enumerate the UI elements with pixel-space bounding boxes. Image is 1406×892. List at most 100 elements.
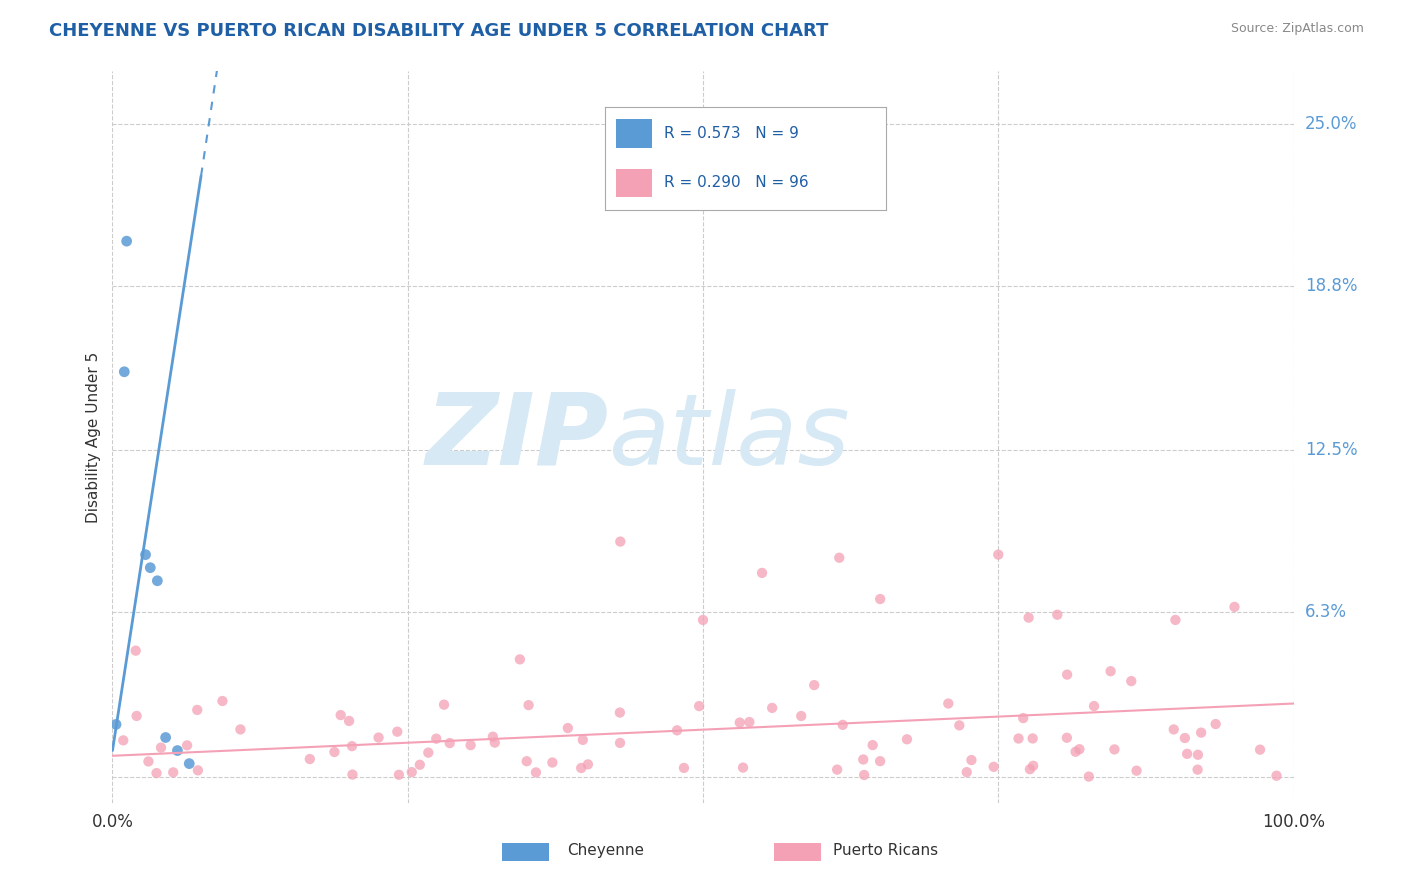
Point [790, 709, 813, 723]
Point [342, 767, 364, 781]
Point [666, 723, 689, 738]
Point [135, 548, 157, 562]
Point [1175, 747, 1198, 761]
Point [138, 755, 160, 769]
Point [853, 768, 876, 782]
Bar [616, 169, 652, 197]
Point [155, 731, 177, 745]
Point [831, 718, 853, 732]
Point [983, 760, 1005, 774]
Point [517, 698, 540, 712]
Point [1012, 711, 1035, 725]
Point [1104, 742, 1126, 756]
Point [179, 756, 201, 771]
Point [433, 698, 456, 712]
Text: Source: ZipAtlas.com: Source: ZipAtlas.com [1230, 22, 1364, 36]
Point [1022, 758, 1045, 772]
Point [176, 739, 198, 753]
Point [1223, 599, 1246, 614]
Point [987, 548, 1010, 562]
Point [852, 752, 875, 766]
Point [115, 234, 138, 248]
Point [211, 694, 233, 708]
Point [509, 652, 531, 666]
Point [162, 765, 184, 780]
Point [187, 764, 209, 778]
Point [869, 592, 891, 607]
Point [869, 754, 891, 768]
Point [728, 715, 751, 730]
Point [145, 766, 167, 780]
Point [803, 678, 825, 692]
Point [572, 732, 595, 747]
Point [609, 706, 631, 720]
Bar [616, 120, 652, 148]
Point [1064, 745, 1087, 759]
Point [1056, 731, 1078, 745]
Point [609, 534, 631, 549]
Point [329, 708, 352, 723]
Point [1125, 764, 1147, 778]
Point [125, 643, 148, 657]
Point [731, 761, 754, 775]
Point [557, 721, 579, 735]
Point [425, 731, 447, 746]
Point [401, 765, 423, 780]
Point [340, 739, 363, 753]
Point [1265, 769, 1288, 783]
Point [960, 753, 983, 767]
Point [896, 732, 918, 747]
Point [956, 765, 979, 780]
Point [1099, 665, 1122, 679]
Point [1021, 731, 1043, 746]
Point [1046, 607, 1069, 622]
Text: R = 0.290   N = 96: R = 0.290 N = 96 [664, 176, 808, 191]
Point [1163, 723, 1185, 737]
Point [105, 717, 128, 731]
Point [484, 736, 506, 750]
Point [569, 761, 592, 775]
Point [751, 566, 773, 580]
Point [688, 699, 710, 714]
Point [125, 709, 148, 723]
Point [1249, 742, 1271, 756]
Text: CHEYENNE VS PUERTO RICAN DISABILITY AGE UNDER 5 CORRELATION CHART: CHEYENNE VS PUERTO RICAN DISABILITY AGE … [49, 22, 828, 40]
Text: Cheyenne: Cheyenne [567, 843, 644, 858]
Text: 6.3%: 6.3% [1305, 603, 1347, 621]
Point [576, 757, 599, 772]
Point [1018, 610, 1040, 624]
Point [524, 765, 547, 780]
Point [439, 736, 461, 750]
Point [367, 731, 389, 745]
Point [337, 714, 360, 728]
Point [139, 560, 162, 574]
Point [323, 745, 346, 759]
Text: 25.0%: 25.0% [1305, 114, 1357, 133]
Point [146, 574, 169, 588]
Point [482, 730, 505, 744]
Text: 12.5%: 12.5% [1305, 442, 1357, 459]
Point [1069, 742, 1091, 756]
Point [1174, 731, 1197, 745]
Point [862, 738, 884, 752]
Point [1187, 763, 1209, 777]
Point [1164, 613, 1187, 627]
Point [609, 736, 631, 750]
Point [460, 738, 482, 752]
Text: Puerto Ricans: Puerto Ricans [832, 843, 938, 858]
Point [948, 718, 970, 732]
Bar [773, 843, 821, 862]
Point [672, 761, 695, 775]
Point [150, 740, 173, 755]
Point [1187, 747, 1209, 762]
Text: 18.8%: 18.8% [1305, 277, 1357, 294]
Point [1083, 699, 1105, 714]
Point [825, 763, 848, 777]
Bar [502, 843, 550, 862]
Point [936, 697, 959, 711]
Point [298, 752, 321, 766]
Point [418, 746, 440, 760]
Point [166, 743, 188, 757]
Point [738, 714, 761, 729]
Point [229, 723, 252, 737]
